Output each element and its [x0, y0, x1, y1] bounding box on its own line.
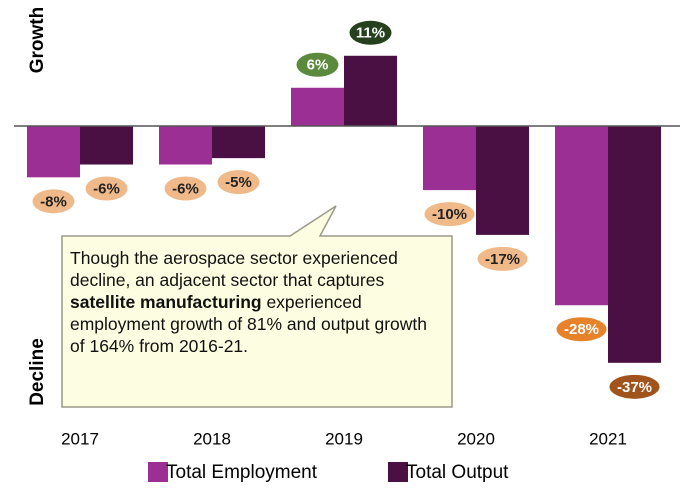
x-tick-label: 2019: [325, 429, 363, 448]
value-label: 6%: [307, 57, 329, 74]
x-tick-label: 2021: [589, 429, 627, 448]
x-tick-label: 2020: [457, 429, 495, 448]
legend-swatch: [148, 462, 168, 482]
value-label-bubble: [217, 170, 260, 195]
bars: [27, 55, 661, 363]
value-label: -5%: [225, 174, 252, 191]
value-label: -37%: [617, 379, 652, 396]
y-label-bottom: Decline: [27, 338, 48, 406]
value-label-bubble: [424, 202, 475, 227]
value-label: -6%: [172, 180, 199, 197]
value-label-bubble: [349, 20, 392, 45]
value-label-bubble: [477, 246, 528, 271]
value-label: -17%: [485, 251, 520, 268]
y-label-top: Growth: [27, 7, 48, 74]
bar: [27, 126, 80, 178]
x-tick-label: 2017: [61, 429, 99, 448]
value-label-bubble: [164, 176, 207, 201]
callout-box: [61, 205, 453, 408]
value-label-bubble: [609, 374, 660, 399]
bar: [344, 55, 397, 127]
annotation-text: experienced employment growth of 81% and…: [70, 292, 428, 356]
legend-swatch: [388, 462, 408, 482]
bar: [80, 126, 133, 165]
x-tick-label: 2018: [193, 429, 231, 448]
bar: [423, 126, 476, 191]
value-label-bubble: [556, 317, 607, 342]
value-label: -10%: [432, 206, 467, 223]
value-label-bubble: [296, 52, 339, 77]
bar: [159, 126, 212, 165]
bar: [608, 126, 661, 363]
bar: [291, 87, 344, 127]
value-label: 11%: [356, 25, 385, 42]
value-label: -8%: [40, 193, 67, 210]
legend-label: Total Output: [406, 462, 509, 483]
bar: [555, 126, 608, 306]
legend-label: Total Employment: [166, 462, 318, 483]
value-label-bubble: [32, 189, 75, 214]
annotation-bold: satellite manufacturing: [70, 292, 262, 312]
value-label: -28%: [564, 321, 599, 338]
annotation: Though the aerospace sector experienced …: [70, 247, 442, 357]
value-label: -6%: [93, 180, 120, 197]
bar: [476, 126, 529, 235]
bar: [212, 126, 265, 159]
annotation-text: Though the aerospace sector experienced …: [70, 248, 398, 290]
value-label-bubble: [85, 176, 128, 201]
